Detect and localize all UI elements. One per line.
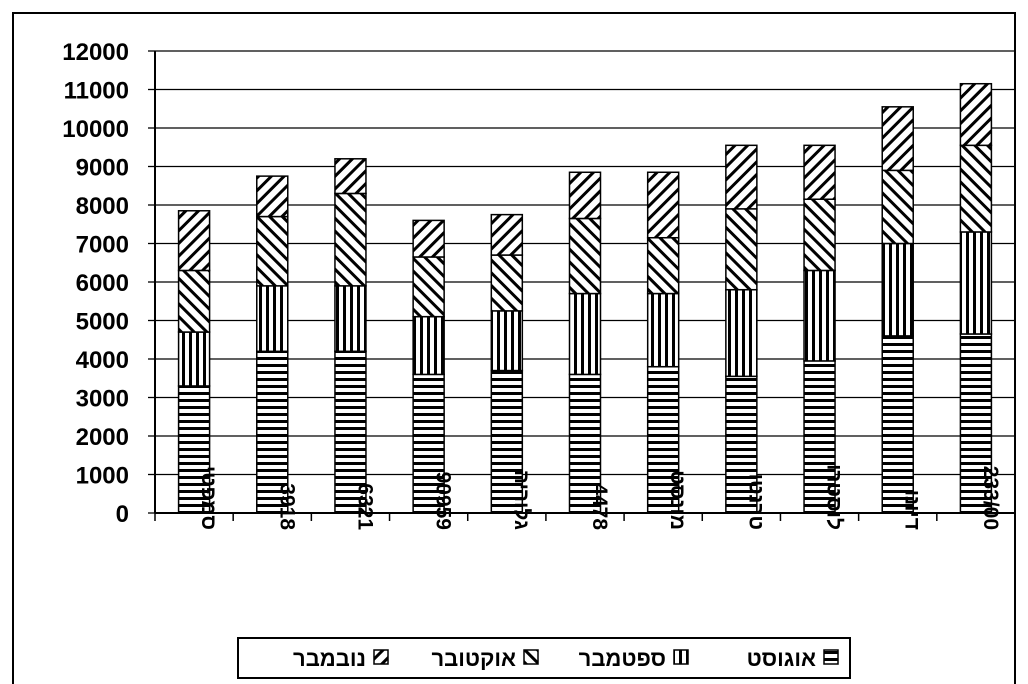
x-category-label: דיונו	[901, 490, 924, 530]
bar-segment-vertical	[177, 331, 211, 387]
y-tick-label: 5000	[76, 309, 129, 336]
legend-label: ספטמבר	[579, 646, 666, 671]
y-tick-label: 7000	[76, 232, 129, 259]
bar-segment-vertical	[725, 288, 758, 378]
y-tick-label: 12000	[62, 39, 129, 66]
axes	[154, 51, 1016, 521]
bar-segment-vertical	[256, 285, 289, 353]
legend-swatch-horizontal	[823, 649, 839, 665]
legend-item: נובמבר	[293, 646, 389, 671]
bar-segment-horizontal	[881, 335, 914, 514]
y-tick-label: 6000	[76, 270, 129, 297]
bar-segment-diagonal-down	[881, 106, 914, 172]
bar-segment-diagonal-down	[725, 144, 758, 210]
y-tick-label: 2000	[76, 424, 129, 451]
x-category-label: 3918	[275, 483, 298, 530]
bar-segment-diagonal-down	[334, 158, 367, 195]
y-tick-label: 1000	[76, 463, 129, 490]
bar-segment-horizontal	[803, 360, 836, 514]
bar-segment-diagonal-up	[646, 236, 680, 295]
legend-label: נובמבר	[293, 646, 366, 671]
bar-segment-diagonal-up	[725, 208, 758, 291]
bar-segment-horizontal	[959, 333, 993, 514]
bar-stack	[256, 175, 289, 514]
x-category-label: גלוריה	[510, 470, 533, 530]
x-category-label: מונסט	[666, 470, 689, 530]
bar-stacks	[177, 82, 993, 514]
bar-stack	[803, 144, 836, 514]
bar-segment-vertical	[959, 231, 993, 335]
bar-segment-horizontal	[568, 373, 602, 514]
y-tick-label: 8000	[76, 193, 129, 220]
bar-segment-diagonal-up	[256, 215, 289, 287]
bar-segment-diagonal-up	[959, 144, 993, 233]
x-category-label: 233/00	[979, 466, 1002, 530]
bar-segment-diagonal-down	[490, 213, 524, 256]
bar-segment-horizontal	[412, 373, 445, 514]
y-tick-label: 10000	[62, 116, 129, 143]
bar-segment-horizontal	[256, 350, 289, 514]
bar-segment-diagonal-down	[646, 171, 680, 239]
y-tick-label: 3000	[76, 386, 129, 413]
bar-segment-vertical	[646, 292, 680, 368]
bar-stack	[177, 210, 211, 514]
bar-stack	[959, 82, 993, 514]
bar-segment-vertical	[568, 292, 602, 376]
y-tick-label: 0	[116, 501, 129, 528]
bar-segment-diagonal-up	[490, 254, 524, 312]
x-category-label: 6321	[353, 483, 376, 530]
x-category-label: טרנטו	[744, 474, 767, 530]
y-tick-label: 9000	[76, 155, 129, 182]
bar-segment-diagonal-up	[177, 269, 211, 333]
bar-segment-vertical	[490, 310, 524, 372]
x-category-label: 4478	[588, 483, 611, 530]
bar-segment-diagonal-up	[334, 192, 367, 287]
bar-segment-horizontal	[334, 350, 367, 514]
legend-box	[237, 637, 851, 679]
bar-segment-diagonal-down	[803, 144, 836, 200]
bar-stack	[568, 171, 602, 514]
y-axis-tick-labels: 0 1000 2000 3000 4000 5000 6000 7000 8000 9000 100…	[62, 39, 129, 528]
legend-item: ספטמבר	[579, 646, 689, 671]
x-axis-category-labels: סמפטי 3918 6321 90959 גלוריה 4478 מונסט טרנטו לו…	[197, 464, 1002, 530]
bar-segment-diagonal-down	[959, 82, 993, 147]
bar-segment-diagonal-down	[256, 175, 289, 218]
bar-segment-diagonal-up	[568, 217, 602, 295]
bar-segment-diagonal-up	[412, 256, 445, 318]
chart-frame	[12, 12, 1016, 684]
bar-segment-vertical	[803, 269, 836, 362]
legend-label: אוגוסט	[747, 646, 816, 671]
bar-stack	[334, 158, 367, 514]
legend-item: אוגוסט	[747, 646, 839, 671]
bar-segment-vertical	[334, 285, 367, 353]
bar-stack	[412, 219, 445, 514]
x-category-label: לוסטרו	[823, 464, 846, 530]
bar-segment-diagonal-down	[177, 210, 211, 272]
bar-segment-diagonal-down	[412, 219, 445, 258]
bar-segment-diagonal-down	[568, 171, 602, 220]
bar-segment-horizontal	[177, 385, 211, 514]
bar-stack	[490, 213, 524, 514]
legend-swatch-vertical	[673, 649, 689, 665]
bar-segment-diagonal-up	[803, 198, 836, 272]
legend-swatch-diagonal-up	[523, 649, 539, 665]
bar-segment-vertical	[881, 242, 914, 337]
bar-stack	[881, 106, 914, 514]
x-category-label: סמפטי	[197, 466, 220, 530]
bar-segment-diagonal-up	[881, 169, 914, 245]
legend-swatch-diagonal-down	[373, 649, 389, 665]
bar-segment-vertical	[412, 315, 445, 376]
bar-stack	[646, 171, 680, 514]
legend-item: אוקטובר	[431, 646, 539, 671]
y-tick-label: 4000	[76, 347, 129, 374]
legend-label: אוקטובר	[431, 646, 516, 671]
legend: אוגוסט ספטמבר אוקטובר נובמבר	[237, 637, 851, 679]
bar-stack	[725, 144, 758, 514]
y-tick-label: 11000	[64, 78, 129, 105]
x-category-label: 90959	[432, 472, 455, 530]
